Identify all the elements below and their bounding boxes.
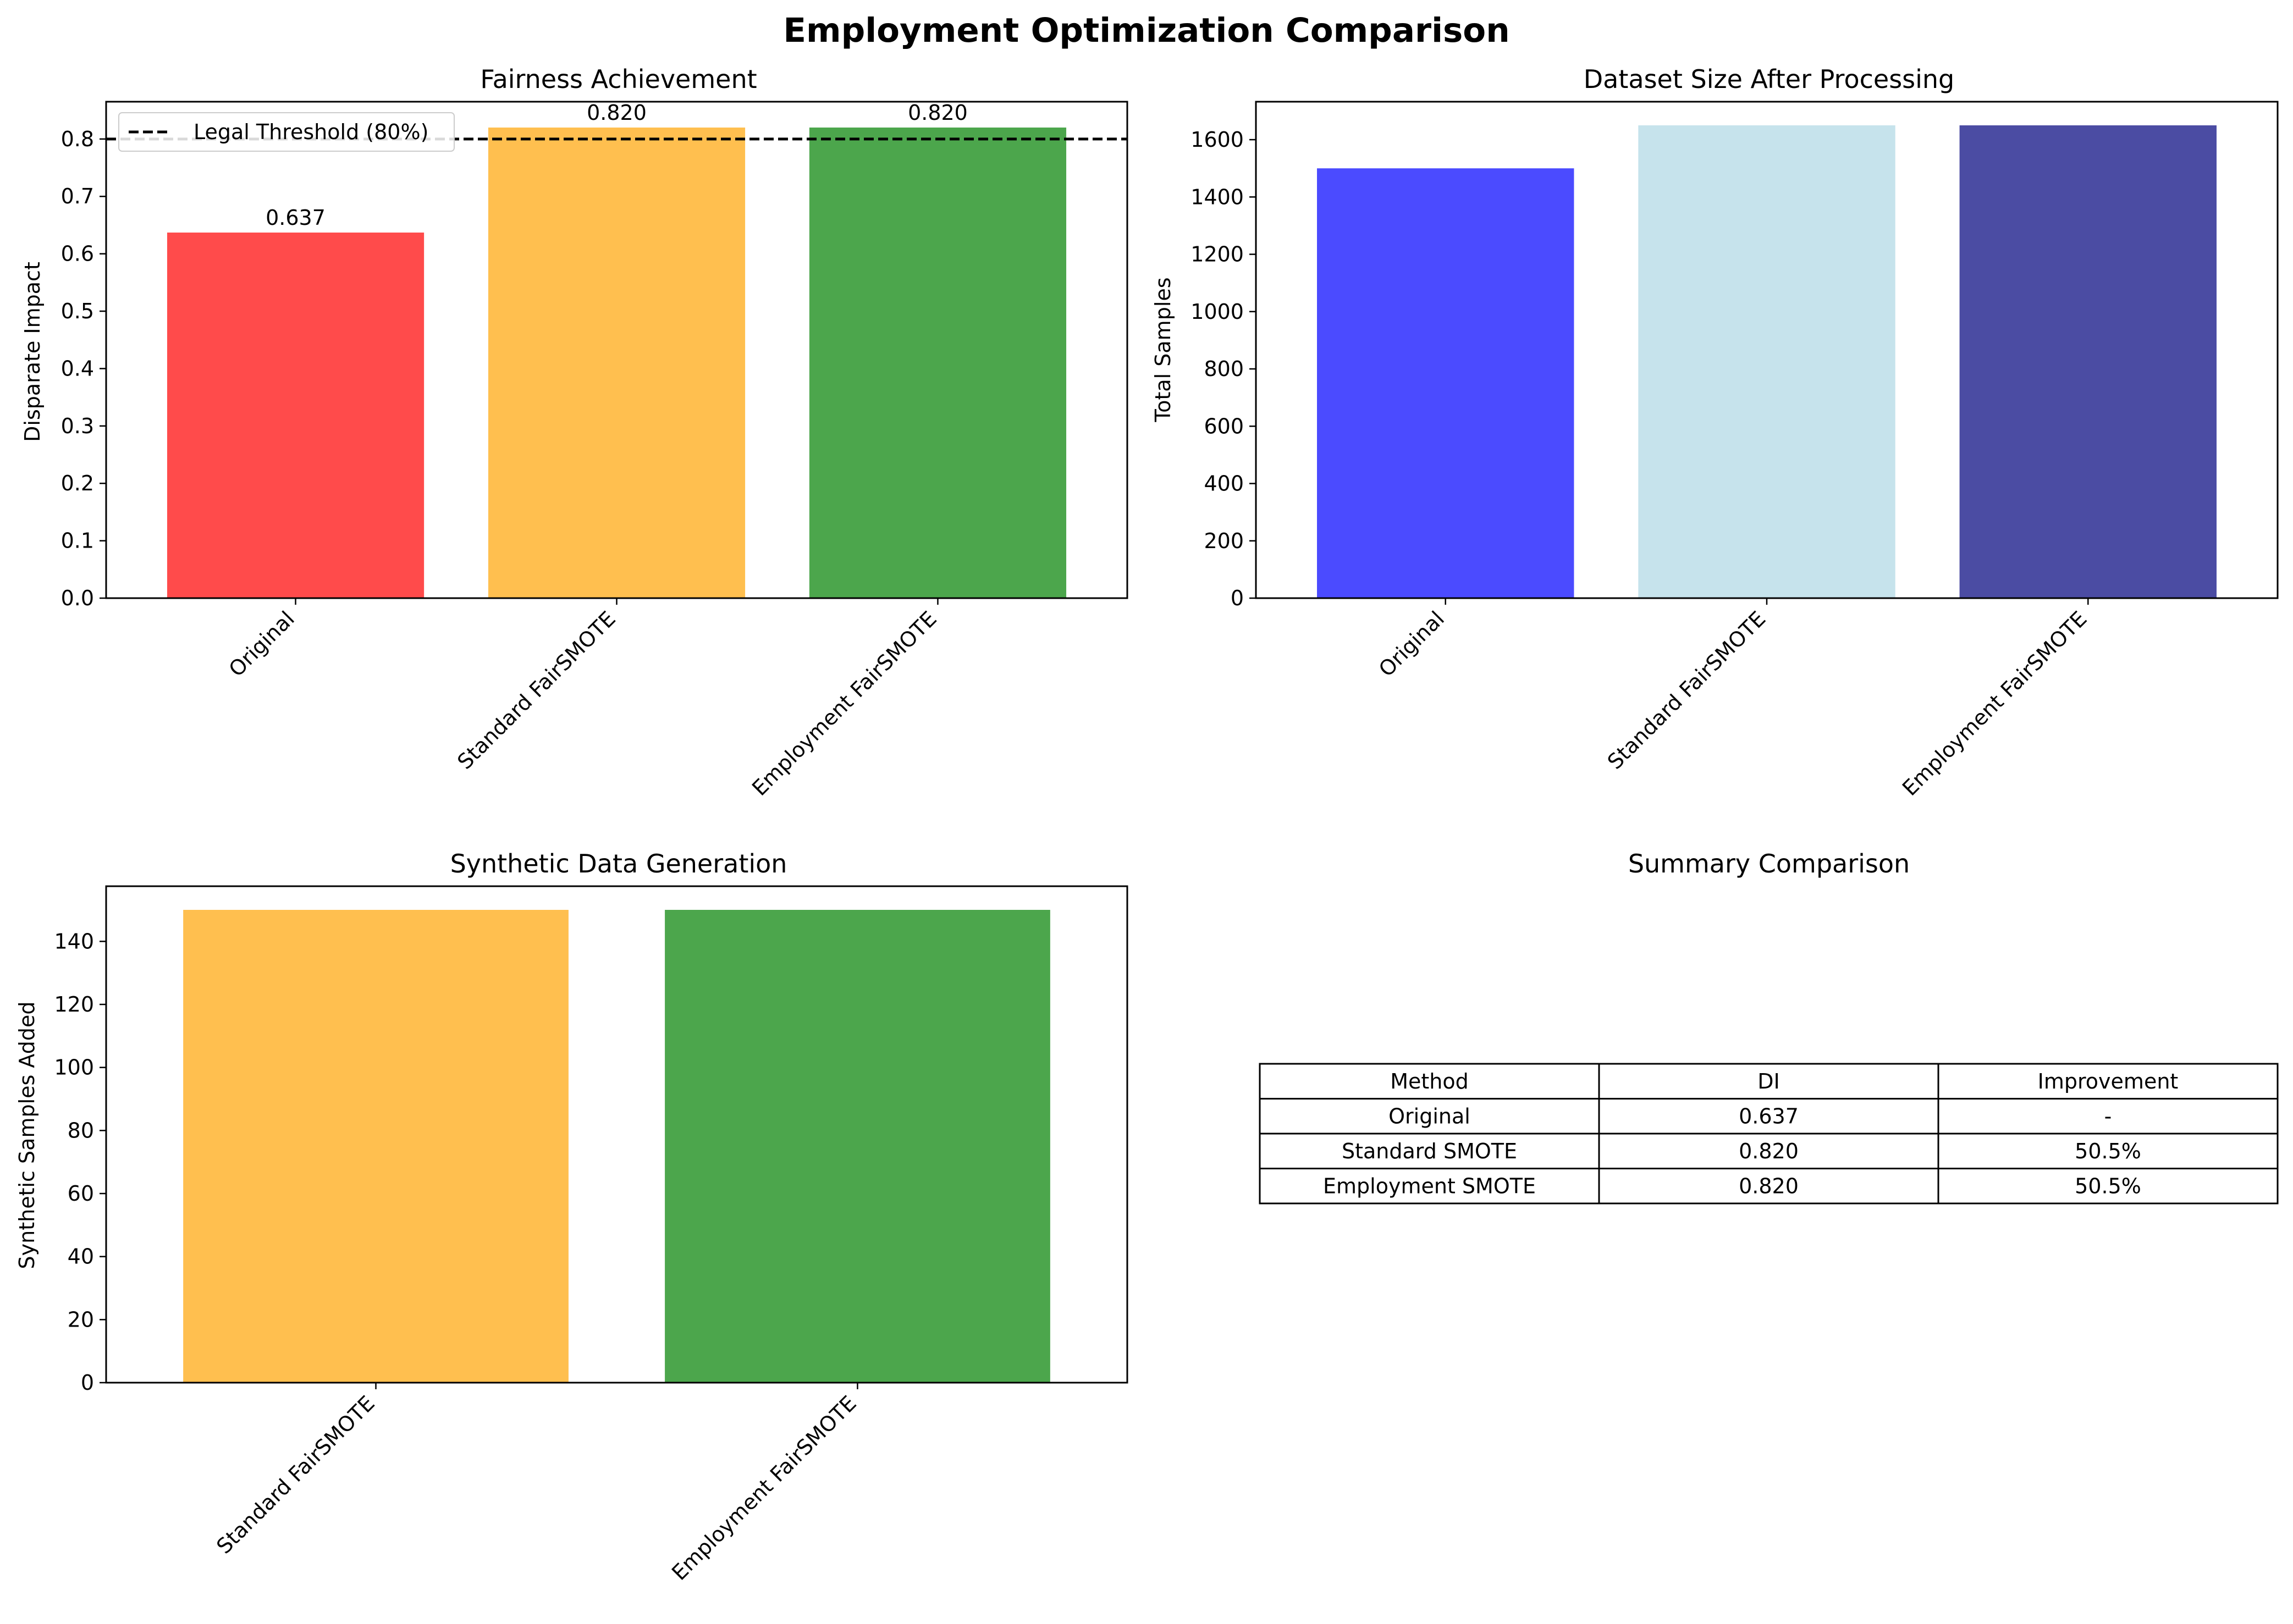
y-tick-label: 80 — [68, 1118, 94, 1142]
bar-employment-fairsmote — [1959, 125, 2217, 598]
table-cell-text: Original — [1388, 1104, 1470, 1128]
table-cell — [1937, 1098, 2279, 1135]
synthetic-axes-frame — [105, 885, 1128, 1384]
y-tick-label: 0.2 — [61, 471, 94, 495]
y-tick-label: 0 — [1231, 586, 1244, 610]
data-label-employment-fairsmote: 0.820 — [908, 101, 968, 125]
table-cell-text: 0.820 — [1739, 1139, 1799, 1163]
bar-standard-fairsmote — [1638, 125, 1895, 598]
table-cell — [1937, 1133, 2279, 1169]
bar-original — [1317, 168, 1574, 598]
synthetic-y-axis-label: Synthetic Samples Added — [15, 1002, 39, 1269]
table-cell — [1937, 1168, 2279, 1205]
table-header-text: DI — [1757, 1069, 1779, 1093]
y-tick-label: 0.1 — [61, 529, 94, 553]
y-tick-label: 40 — [68, 1245, 94, 1269]
table-header-text: Method — [1390, 1069, 1469, 1093]
y-tick-label: 60 — [68, 1181, 94, 1206]
y-tick-label: 20 — [68, 1307, 94, 1332]
table-cell-text: Employment SMOTE — [1323, 1174, 1536, 1198]
y-tick-label: 0.6 — [61, 242, 94, 266]
legend-entry-label: Legal Threshold (80%) — [194, 120, 428, 144]
fairness-chart-title: Fairness Achievement — [480, 64, 757, 94]
dataset-size-axes-frame — [1255, 101, 2279, 599]
y-tick-label: 1000 — [1190, 300, 1244, 324]
bar-standard-fairsmote — [488, 127, 746, 599]
bar-employment-fairsmote — [665, 910, 1050, 1383]
y-tick-label: 0.8 — [61, 127, 94, 151]
table-cell — [1259, 1098, 1600, 1135]
y-tick-label: 0.4 — [61, 356, 94, 380]
y-tick-label: 0.5 — [61, 299, 94, 323]
table-cell-text: 0.820 — [1739, 1174, 1799, 1198]
table-cell-text: 50.5% — [2075, 1174, 2141, 1198]
figure-title: Employment Optimization Comparison — [783, 11, 1509, 50]
bar-employment-fairsmote — [809, 127, 1067, 599]
dataset-size-y-axis-label: Total Samples — [1151, 277, 1175, 422]
y-tick-label: 140 — [54, 929, 94, 953]
y-tick-label: 0.7 — [61, 184, 94, 208]
data-label-original: 0.637 — [266, 206, 326, 230]
table-header-cell — [1259, 1063, 1600, 1100]
summary-table-cells: Method DI Improvement Original 0.637 - Standar… — [1259, 1063, 2279, 1205]
y-tick-label: 600 — [1204, 414, 1244, 438]
table-cell — [1259, 1168, 1600, 1205]
y-tick-label: 1600 — [1190, 128, 1244, 152]
y-tick-label: 400 — [1204, 472, 1244, 496]
summary-table-title: Summary Comparison — [1628, 849, 1910, 879]
table-cell — [1598, 1133, 1939, 1169]
table-header-text: Improvement — [2038, 1069, 2179, 1093]
y-tick-label: 0.3 — [61, 414, 94, 438]
y-tick-label: 120 — [54, 992, 94, 1017]
fairness-axes-frame — [105, 101, 1128, 599]
y-tick-label: 200 — [1204, 529, 1244, 553]
summary-comparison-table: Summary Comparison Method DI Improvement Or… — [1259, 849, 2279, 1205]
y-tick-label: 1200 — [1190, 242, 1244, 267]
y-tick-label: 0 — [81, 1371, 94, 1395]
y-tick-label: 0.0 — [61, 586, 94, 610]
table-cell-text: - — [2104, 1104, 2112, 1128]
dataset-size-chart-title: Dataset Size After Processing — [1584, 64, 1955, 94]
fairness-legend: Legal Threshold (80%) — [118, 112, 455, 152]
data-label-standard-fairsmote: 0.820 — [587, 101, 647, 125]
y-tick-label: 1400 — [1190, 185, 1244, 209]
legend-box — [118, 112, 455, 152]
table-cell-text: 0.637 — [1739, 1104, 1799, 1128]
y-tick-label: 800 — [1204, 357, 1244, 381]
bar-original — [167, 233, 425, 598]
table-header-cell — [1598, 1063, 1939, 1100]
bar-standard-fairsmote — [183, 910, 569, 1383]
table-cell-text: 50.5% — [2075, 1139, 2141, 1163]
table-cell-text: Standard SMOTE — [1342, 1139, 1517, 1163]
table-cell — [1598, 1098, 1939, 1135]
synthetic-chart-title: Synthetic Data Generation — [450, 849, 787, 879]
fairness-y-axis-label: Disparate Impact — [20, 262, 45, 442]
y-tick-label: 100 — [54, 1056, 94, 1080]
